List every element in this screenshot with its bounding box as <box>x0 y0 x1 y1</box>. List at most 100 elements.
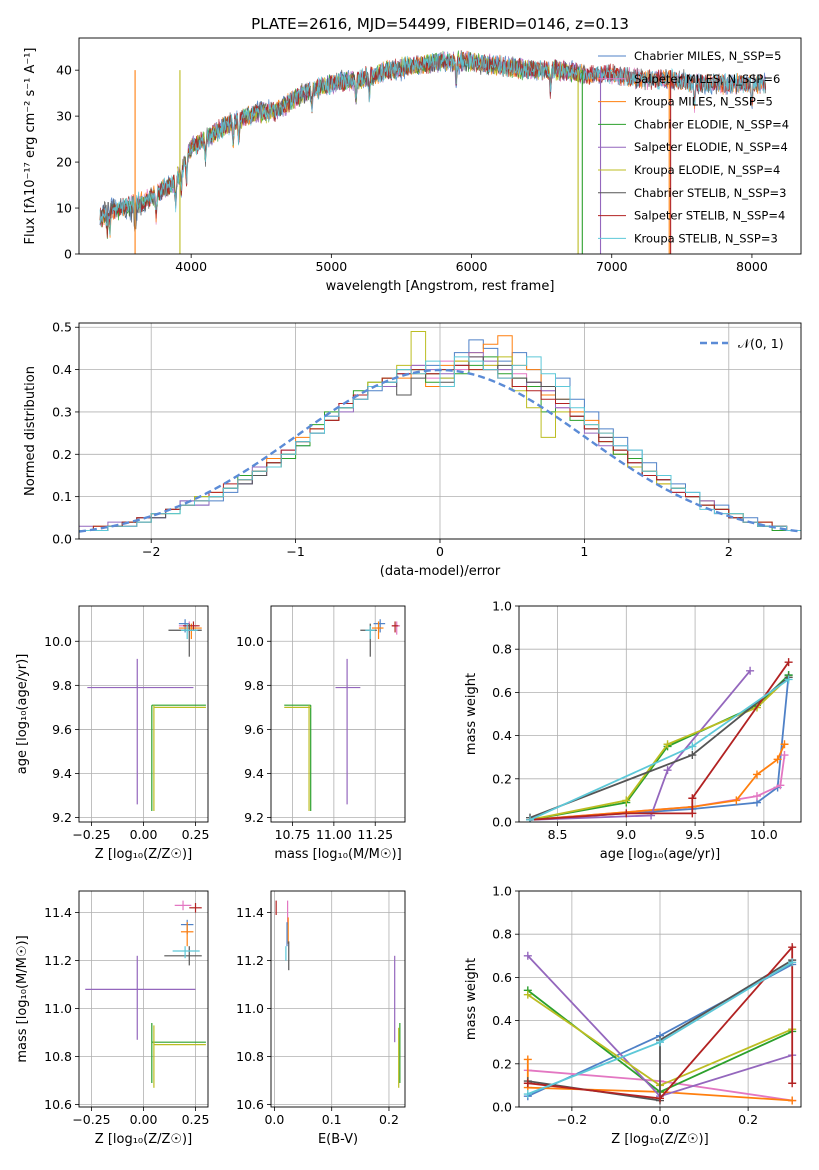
x-axis-label: Z [log₁₀(Z/Z☉)] <box>95 1132 192 1147</box>
x-tick-label: 0.0 <box>650 1112 670 1127</box>
y-axis-label: Normed distribution <box>23 366 38 496</box>
x-axis-label: E(B-V) <box>318 1132 358 1147</box>
legend-label: Salpeter STELIB, N_SSP=4 <box>634 209 785 223</box>
mass-weight-marker <box>746 666 755 675</box>
figure-title: PLATE=2616, MJD=54499, FIBERID=0146, z=0… <box>251 15 629 33</box>
x-tick-label: 0.25 <box>182 1112 210 1127</box>
y-tick-label: 1.0 <box>492 884 512 899</box>
x-tick-label: −0.2 <box>557 1112 587 1127</box>
x-tick-label: 0.0 <box>264 1112 284 1127</box>
legend-label: Chabrier STELIB, N_SSP=3 <box>634 186 786 200</box>
mass-weight-marker <box>773 755 782 764</box>
x-tick-label: 0.2 <box>379 1112 399 1127</box>
x-tick-label: 11.25 <box>357 827 393 842</box>
y-tick-label: 0.0 <box>492 815 512 830</box>
mass-weight-marker <box>788 1079 797 1088</box>
y-tick-label: 11.0 <box>44 1001 72 1016</box>
legend-label: Chabrier ELODIE, N_SSP=4 <box>634 117 789 131</box>
mass-weight-marker <box>776 781 785 790</box>
mass-weight-line <box>529 743 786 821</box>
plot-area <box>79 331 801 533</box>
legend-label: Kroupa ELODIE, N_SSP=4 <box>634 163 780 177</box>
age-vs-mass-panel: 10.75 11.00 11.25 9.2 9.4 9.6 9.8 10.0 mass [log… <box>236 605 406 862</box>
x-axis-label: mass [log₁₀(M/M☉)] <box>274 847 401 862</box>
y-axis-label: age [log₁₀(age/yr)] <box>15 654 30 775</box>
y-tick-label: 0.0 <box>52 532 72 547</box>
plot-area <box>85 900 206 1088</box>
y-tick-label: 0.5 <box>52 320 72 335</box>
y-tick-label: 9.8 <box>244 678 264 693</box>
x-tick-label: 7000 <box>596 259 628 274</box>
legend-label: Kroupa STELIB, N_SSP=3 <box>634 231 778 245</box>
mass-weight-marker <box>523 1079 532 1088</box>
plot-area <box>284 619 401 811</box>
x-tick-label: 11.00 <box>316 827 352 842</box>
y-tick-label: 10.8 <box>44 1049 72 1064</box>
mass-weight-marker <box>656 1038 664 1047</box>
y-tick-label: 40 <box>56 63 72 78</box>
y-tick-label: 11.2 <box>44 953 72 968</box>
plot-area <box>99 50 767 254</box>
y-tick-label: 0.8 <box>492 642 512 657</box>
mass-weight-marker <box>788 958 797 967</box>
x-tick-label: 6000 <box>456 259 488 274</box>
y-tick-label: 10.0 <box>236 634 264 649</box>
x-tick-label: 0.00 <box>130 1112 158 1127</box>
x-tick-label: 0.25 <box>182 827 210 842</box>
mass-weight-marker <box>622 796 631 805</box>
spectrum-panel: 4000 5000 6000 7000 8000 0 10 20 30 40 wavelength … <box>23 37 802 294</box>
x-axis-label: age [log₁₀(age/yr)] <box>600 847 721 862</box>
mass-weight-marker <box>663 740 672 749</box>
x-tick-label: −1 <box>286 544 304 559</box>
mass-weight-vs-age-panel: 8.5 9.0 9.5 10.0 0.0 0.2 0.4 0.6 0.8 1.0 age [log₁… <box>464 599 802 862</box>
x-tick-label: −2 <box>142 544 160 559</box>
mass-weight-marker <box>732 796 741 805</box>
y-axis-label: mass [log₁₀(M/M☉)] <box>15 935 30 1062</box>
y-tick-label: 0.0 <box>492 1100 512 1115</box>
y-tick-label: 9.4 <box>52 766 72 781</box>
x-tick-label: 9.5 <box>685 827 705 842</box>
x-axis-label: (data-model)/error <box>380 564 501 579</box>
x-axis-label: Z [log₁₀(Z/Z☉)] <box>95 847 192 862</box>
y-tick-label: 0.2 <box>492 1056 512 1071</box>
y-tick-label: 0.4 <box>52 362 72 377</box>
mass-weight-marker <box>663 766 672 775</box>
x-tick-label: 10.0 <box>750 827 778 842</box>
axes-frame <box>78 37 802 255</box>
y-tick-label: 0.1 <box>52 489 72 504</box>
y-tick-label: 10.6 <box>44 1097 72 1112</box>
y-tick-label: 9.8 <box>52 678 72 693</box>
x-tick-label: 4000 <box>175 259 207 274</box>
x-tick-label: 10.75 <box>275 827 311 842</box>
y-tick-label: 0.6 <box>492 970 512 985</box>
mass-vs-extinction-panel: 0.0 0.1 0.2 10.6 10.8 11.0 11.2 11.4 E(B-V) <box>236 890 406 1147</box>
mass-weight-marker <box>784 658 793 667</box>
mass-weight-line <box>526 1059 793 1102</box>
spectrum-series-line <box>99 50 767 236</box>
x-tick-label: 2 <box>725 544 733 559</box>
x-tick-label: 8.5 <box>548 827 568 842</box>
mass-weight-marker <box>622 809 631 818</box>
y-tick-label: 1.0 <box>492 599 512 614</box>
mass-weight-line <box>527 944 794 1100</box>
x-tick-label: −0.25 <box>72 1112 110 1127</box>
spectrum-legend: Chabrier MILES, N_SSP=5 Salpeter MILES, N… <box>598 49 789 245</box>
y-tick-label: 11.4 <box>44 905 72 920</box>
histogram-step-line <box>79 356 801 531</box>
y-tick-label: 11.0 <box>236 1001 264 1016</box>
legend-label: Kroupa MILES, N_SSP=5 <box>634 95 773 109</box>
plot-area <box>523 943 797 1105</box>
mass-weight-marker <box>688 751 697 760</box>
y-axis-label: mass weight <box>464 958 479 1040</box>
mass-weight-marker <box>784 675 793 684</box>
x-axis-label: Z [log₁₀(Z/Z☉)] <box>611 1132 708 1147</box>
y-tick-label: 20 <box>56 155 72 170</box>
mass-vs-metallicity-panel: −0.25 0.00 0.25 10.6 10.8 11.0 11.2 11.4 Z [log₁… <box>15 890 210 1147</box>
y-tick-label: 10.6 <box>236 1097 264 1112</box>
x-tick-label: 8000 <box>736 259 768 274</box>
y-axis-label: mass weight <box>464 673 479 755</box>
y-tick-label: 9.6 <box>52 722 72 737</box>
mass-weight-marker <box>752 792 761 801</box>
legend-label: 𝒩(0, 1) <box>738 336 784 351</box>
legend-label: Salpeter ELODIE, N_SSP=4 <box>634 140 788 154</box>
